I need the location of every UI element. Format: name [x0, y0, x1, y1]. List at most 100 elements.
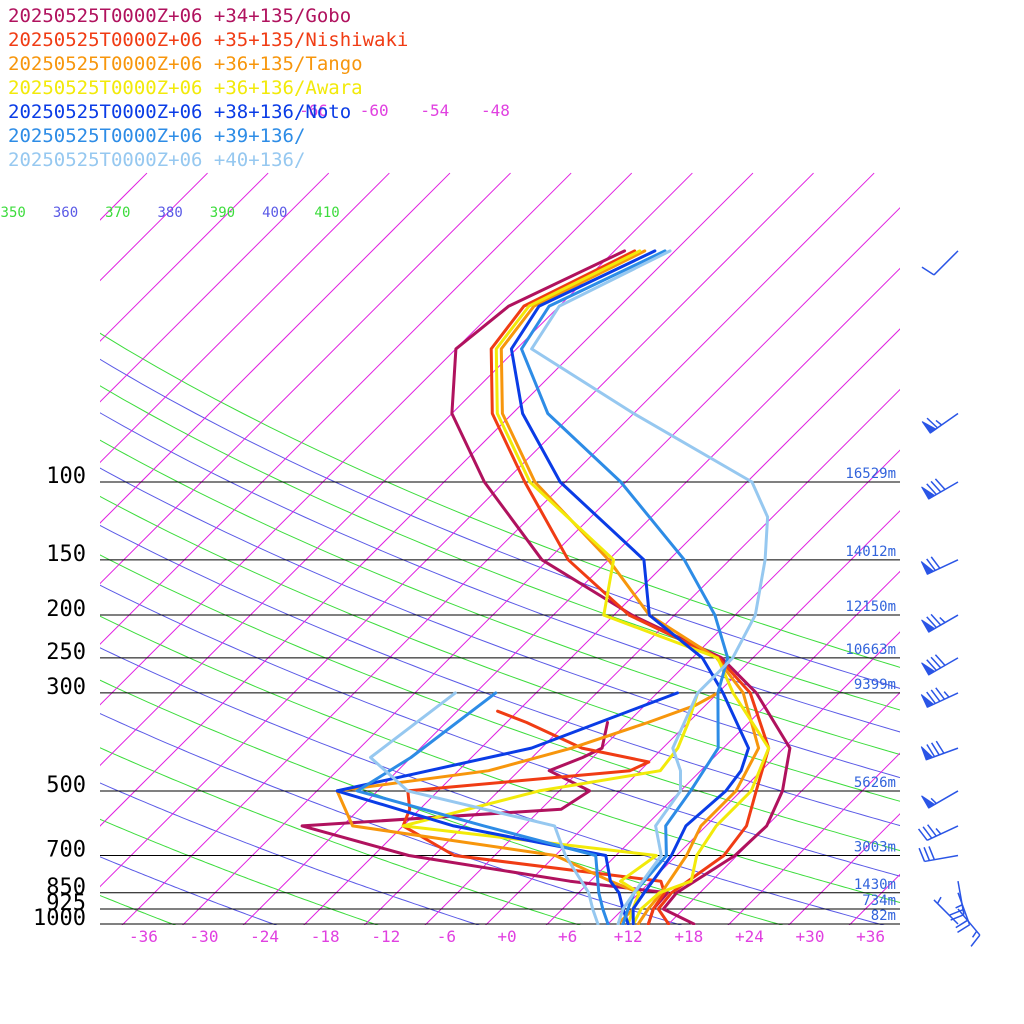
sounding-traces: [300, 249, 792, 925]
dry-adiabat: [100, 856, 278, 925]
isotherm: [100, 172, 390, 464]
pressure-label: 150: [46, 542, 86, 567]
legend-item-39-136: 20250525T0000Z+06 +39+136/: [8, 125, 306, 147]
upper-temp-label: -54: [420, 101, 449, 120]
x-tick-label: +18: [674, 927, 703, 946]
barb-feather: [927, 824, 937, 837]
pressure-label: 925: [46, 891, 86, 916]
isotherm: [100, 172, 269, 342]
barb-staff: [926, 825, 959, 841]
dry-adiabat: [100, 439, 900, 756]
barb-pennant: [921, 619, 936, 633]
dry-adiabat: [100, 747, 582, 925]
temperature-trace-0: [450, 249, 792, 925]
barb-feather: [922, 826, 933, 839]
wind-barb: [921, 790, 959, 809]
isotherm: [0, 173, 26, 933]
barb-feather: [926, 744, 936, 758]
wind-barb: [920, 740, 959, 761]
upper-temp-label: -66: [299, 101, 328, 120]
wind-barb: [918, 846, 959, 863]
dry-adiabat: [100, 818, 379, 925]
height-label: 5626m: [854, 775, 896, 791]
wind-barb: [917, 824, 959, 841]
isotherm: [100, 172, 572, 645]
barb-feather: [926, 691, 936, 704]
barb-feather: [934, 478, 946, 491]
x-tick-label: -36: [129, 927, 158, 946]
theta-label: 410: [314, 205, 339, 221]
wind-barb: [920, 687, 959, 708]
x-tick-label: -24: [250, 927, 279, 946]
dry-adiabat: [100, 713, 683, 925]
barb-feather: [926, 483, 937, 496]
pressure-label: 250: [46, 640, 86, 665]
dry-adiabat: [100, 412, 900, 733]
barb-staff: [924, 854, 959, 863]
barb-feather: [949, 909, 964, 916]
barb-feather: [930, 656, 942, 669]
legend-item-awara: 20250525T0000Z+06 +36+136/Awara: [8, 77, 363, 99]
legend-item-gobo: 20250525T0000Z+06 +34+135/Gobo: [8, 5, 352, 27]
isotherm: [545, 570, 900, 925]
isotherm: [666, 691, 900, 925]
isotherm: [788, 813, 900, 925]
theta-label: 380: [157, 205, 182, 221]
wind-barb: [920, 556, 959, 575]
theta-label: 360: [53, 205, 78, 221]
barb-half-feather: [955, 904, 963, 909]
dewpoint-trace-1: [401, 709, 666, 925]
height-label: 16529m: [845, 466, 896, 482]
height-label: 82m: [871, 908, 896, 924]
pressure-label: 200: [46, 597, 86, 622]
dry-adiabat: [100, 584, 900, 877]
isobars: [100, 481, 900, 925]
pressure-label: 850: [46, 875, 86, 900]
barb-half-feather: [935, 419, 943, 426]
theta-label: 400: [262, 205, 287, 221]
barb-feather: [970, 934, 981, 947]
x-tick-label: +30: [796, 927, 825, 946]
barb-feather: [957, 924, 971, 933]
dry-adiabat: [100, 495, 900, 802]
barb-half-feather: [939, 616, 946, 624]
isotherm: [606, 631, 900, 925]
dewpoint-trace-5: [355, 691, 610, 925]
wind-barb: [921, 613, 959, 633]
theta-label: 390: [210, 205, 235, 221]
barb-feather: [934, 654, 946, 666]
temperature-trace-5: [520, 249, 730, 925]
isotherm: [485, 510, 900, 925]
barb-staff: [933, 250, 959, 276]
barb-feather: [930, 742, 940, 756]
barb-feather: [926, 616, 937, 629]
temperature-trace-6: [530, 249, 770, 925]
isotherm: [424, 449, 900, 925]
barb-pennant: [921, 662, 936, 676]
temperature-trace-3: [494, 249, 771, 925]
dry-adiabat: [100, 782, 480, 925]
barb-pennant: [921, 795, 936, 809]
wind-barb: [921, 478, 959, 500]
dewpoint-trace-3: [401, 691, 700, 925]
barb-feather: [926, 558, 936, 571]
isotherm: [121, 172, 875, 925]
barb-feather: [926, 417, 939, 429]
barb-feather: [955, 919, 969, 929]
barb-feather: [930, 689, 941, 702]
axis-labels: 100 16529m 150 14012m 200 12150m 250 10663m 300 9…: [1, 101, 896, 946]
dry-adiabat: [100, 385, 900, 711]
pressure-label: 100: [46, 464, 86, 489]
isotherm: [100, 172, 208, 282]
isotherms: [0, 172, 900, 933]
x-tick-label: -12: [371, 927, 400, 946]
pressure-label: 300: [46, 675, 86, 700]
barb-pennant: [920, 694, 935, 708]
isotherm: [182, 207, 900, 925]
wind-barb: [957, 908, 981, 947]
height-label: 3003m: [854, 840, 896, 856]
barb-staff: [957, 908, 981, 936]
x-tick-label: +0: [497, 927, 516, 946]
isotherm: [100, 172, 754, 827]
